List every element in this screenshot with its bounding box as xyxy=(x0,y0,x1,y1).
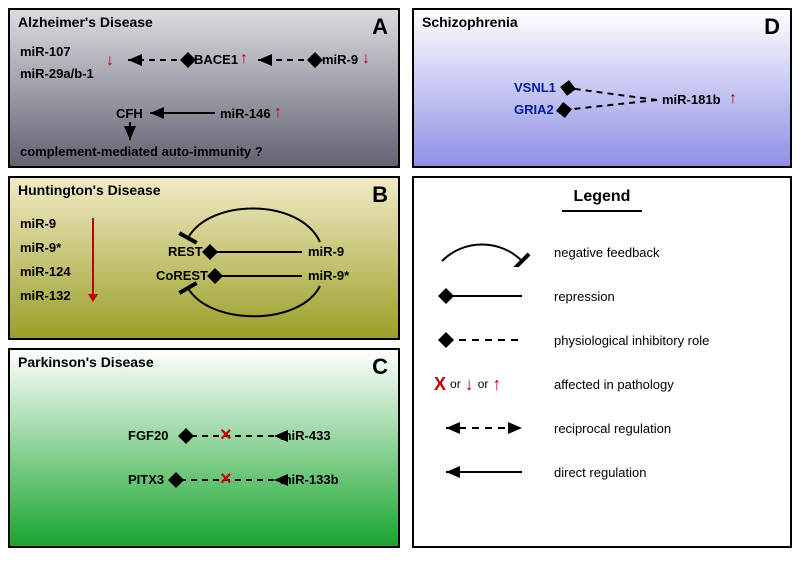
panel-letter-C: C xyxy=(372,354,388,380)
legend-sym-affected-icon: X or ↓ or ↑ xyxy=(434,374,554,395)
up-arrow-icon: ↑ xyxy=(274,104,282,122)
label-vsnl1: VSNL1 xyxy=(514,80,556,95)
label-gria2: GRIA2 xyxy=(514,102,554,117)
legend-underline xyxy=(562,210,642,212)
label-b-mir9star: miR-9* xyxy=(20,240,61,255)
label-mir107: miR-107 xyxy=(20,44,71,59)
label-bace1: BACE1 xyxy=(194,52,238,67)
panel-title-D: Schizophrenia xyxy=(422,14,518,30)
legend-sym-reciprocal-icon xyxy=(434,418,554,438)
label-b-mir124: miR-124 xyxy=(20,264,71,279)
up-arrow-icon: ↑ xyxy=(492,374,501,395)
label-pitx3: PITX3 xyxy=(128,472,164,487)
panel-alzheimers: A Alzheimer's Disease miR-107 miR-29a/b-… xyxy=(8,8,400,168)
x-icon: × xyxy=(220,424,232,447)
up-arrow-icon: ↑ xyxy=(240,50,248,68)
panel-C-arrows xyxy=(10,350,398,546)
panel-title-C: Parkinson's Disease xyxy=(18,354,154,370)
panel-huntingtons: B Huntington's Disease miR-9 miR-9* miR-… xyxy=(8,176,400,340)
panel-letter-B: B xyxy=(372,182,388,208)
down-arrow-icon: ↓ xyxy=(106,52,114,70)
legend-text-repr: repression xyxy=(554,289,770,304)
panel-letter-A: A xyxy=(372,14,388,40)
label-right-mir9: miR-9 xyxy=(308,244,344,259)
legend-row-direct: direct regulation xyxy=(434,450,770,494)
down-arrow-icon: ↓ xyxy=(362,50,370,68)
down-arrow-icon: ↓ xyxy=(465,374,474,395)
legend-or1: or xyxy=(450,377,461,391)
legend-items: negative feedback repression physiologic… xyxy=(414,230,790,494)
legend-sym-physinhib-icon xyxy=(434,330,554,350)
panel-D-arrows xyxy=(414,10,790,166)
legend-row-negfb: negative feedback xyxy=(434,230,770,274)
legend-panel: Legend negative feedback repression phys… xyxy=(412,176,792,548)
legend-text-affected: affected in pathology xyxy=(554,377,770,392)
label-b-mir9: miR-9 xyxy=(20,216,56,231)
legend-row-repr: repression xyxy=(434,274,770,318)
label-mir181b: miR-181b xyxy=(662,92,721,107)
label-mir146: miR-146 xyxy=(220,106,271,121)
legend-row-phys: physiological inhibitory role xyxy=(434,318,770,362)
legend-or2: or xyxy=(478,377,489,391)
panel-parkinsons: C Parkinson's Disease FGF20 PITX3 miR-43… xyxy=(8,348,400,548)
up-arrow-icon: ↑ xyxy=(729,90,737,108)
legend-text-negfb: negative feedback xyxy=(554,245,770,260)
legend-title: Legend xyxy=(414,188,790,206)
label-complement: complement-mediated auto-immunity ? xyxy=(20,144,263,159)
label-mir29: miR-29a/b-1 xyxy=(20,66,94,81)
panel-letter-D: D xyxy=(764,14,780,40)
legend-text-recip: reciprocal regulation xyxy=(554,421,770,436)
legend-text-phys: physiological inhibitory role xyxy=(554,333,770,348)
label-cfh: CFH xyxy=(116,106,143,121)
legend-sym-negfb-icon xyxy=(434,237,554,267)
legend-row-affected: X or ↓ or ↑ affected in pathology xyxy=(434,362,770,406)
figure-grid: A Alzheimer's Disease miR-107 miR-29a/b-… xyxy=(8,8,792,548)
label-mir133b: miR-133b xyxy=(280,472,339,487)
label-mir433: miR-433 xyxy=(280,428,331,443)
panel-title-A: Alzheimer's Disease xyxy=(18,14,153,30)
label-right-mir9star: miR-9* xyxy=(308,268,349,283)
panel-A-arrows xyxy=(10,10,398,166)
panel-title-B: Huntington's Disease xyxy=(18,182,161,198)
label-b-mir132: miR-132 xyxy=(20,288,71,303)
legend-sym-repression-icon xyxy=(434,286,554,306)
legend-sym-direct-icon xyxy=(434,462,554,482)
label-mir9: miR-9 xyxy=(322,52,358,67)
label-rest: REST xyxy=(168,244,203,259)
x-icon: X xyxy=(434,374,446,395)
label-fgf20: FGF20 xyxy=(128,428,168,443)
down-arrow-icon xyxy=(92,218,94,296)
legend-row-recip: reciprocal regulation xyxy=(434,406,770,450)
panel-schizophrenia: D Schizophrenia VSNL1 GRIA2 miR-181b ↑ xyxy=(412,8,792,168)
x-icon: × xyxy=(220,468,232,491)
label-corest: CoREST xyxy=(156,268,208,283)
legend-text-direct: direct regulation xyxy=(554,465,770,480)
